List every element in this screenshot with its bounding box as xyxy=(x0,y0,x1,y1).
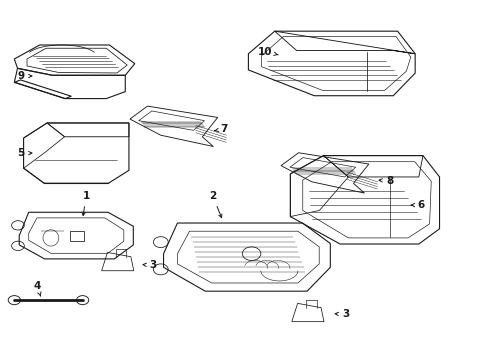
Text: 3: 3 xyxy=(334,310,349,319)
Text: 6: 6 xyxy=(410,200,424,210)
Text: 5: 5 xyxy=(18,148,32,158)
Circle shape xyxy=(76,296,89,305)
Circle shape xyxy=(8,296,20,305)
Text: 4: 4 xyxy=(34,281,41,296)
Text: 8: 8 xyxy=(378,176,393,186)
Bar xyxy=(70,231,84,241)
Text: 9: 9 xyxy=(18,71,32,81)
Text: 2: 2 xyxy=(209,191,222,218)
Text: 10: 10 xyxy=(258,46,278,57)
Text: 7: 7 xyxy=(214,124,227,134)
Text: 1: 1 xyxy=(82,191,89,216)
Text: 3: 3 xyxy=(142,260,156,270)
